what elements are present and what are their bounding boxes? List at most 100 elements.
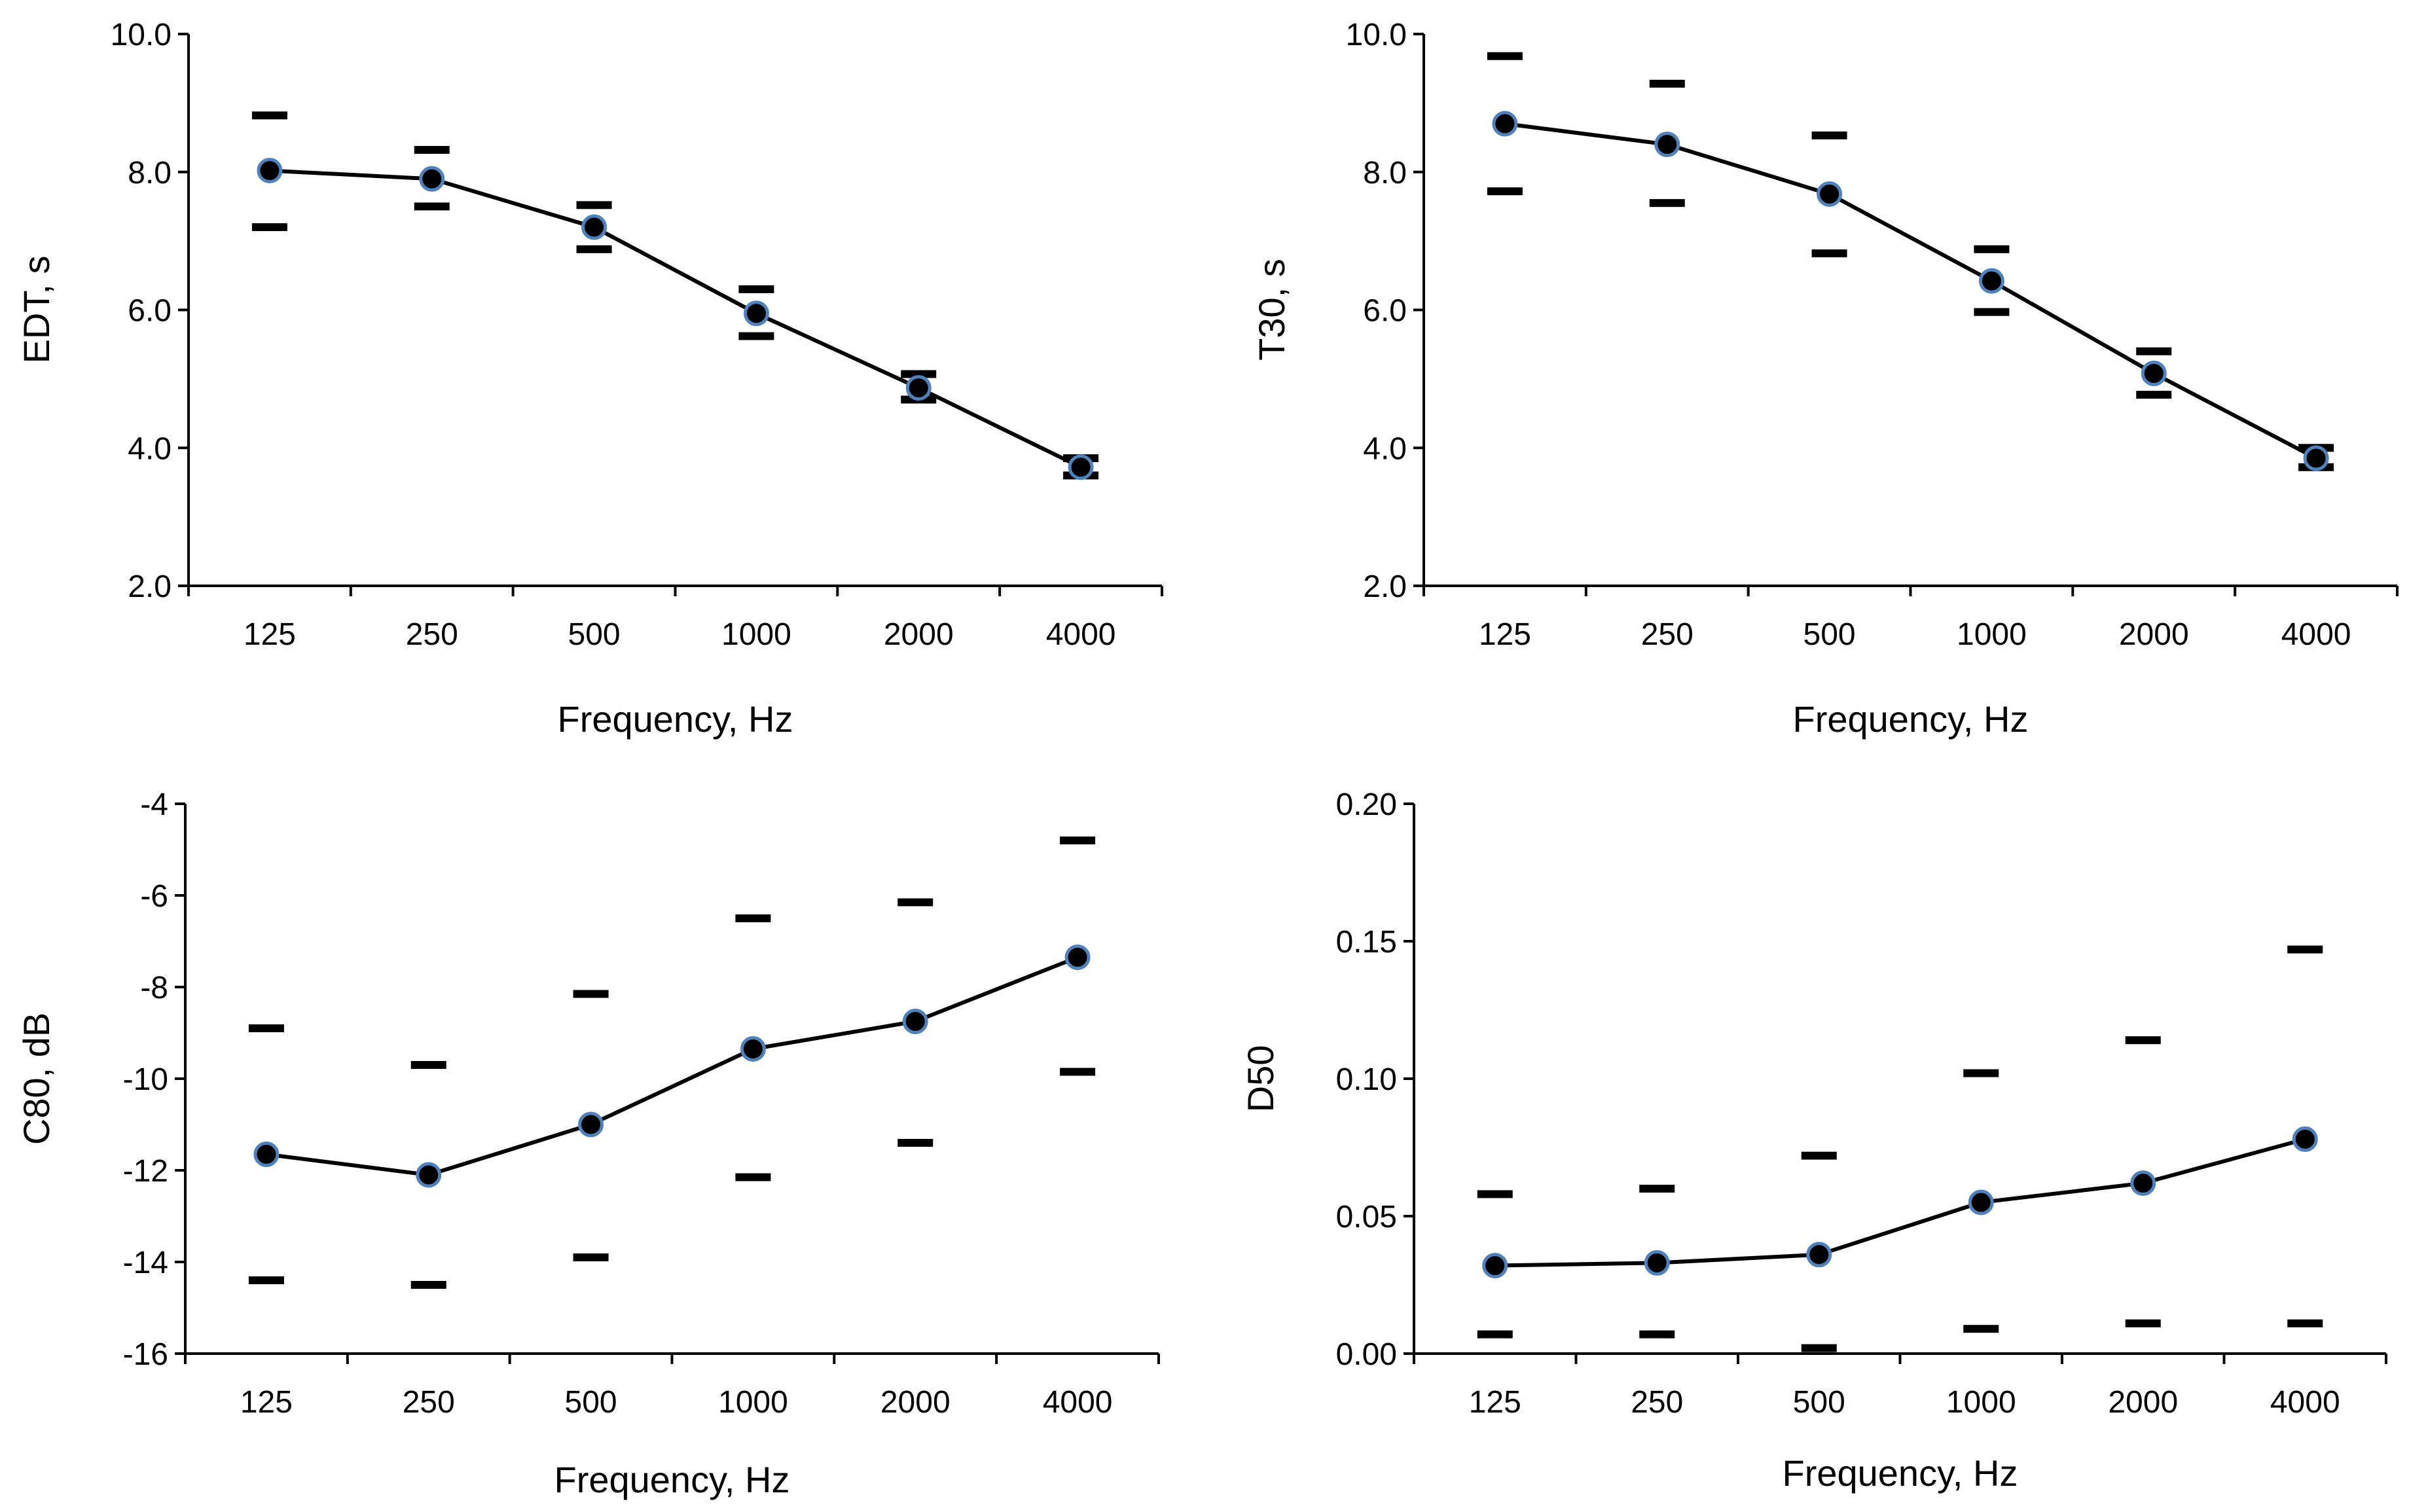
- range-min-marker: [576, 245, 612, 253]
- y-tick-label: 0.20: [1336, 787, 1397, 822]
- y-axis-title: T30, s: [1251, 259, 1292, 361]
- y-tick-label: -6: [140, 879, 168, 914]
- chart-edt: 2.0 4.0 6.0 8.0 10.0 125 250 500 1000 2000 4000 Fre…: [16, 18, 1163, 740]
- y-tick-label: 2.0: [1363, 569, 1407, 604]
- range-min-marker: [410, 1281, 446, 1289]
- range-max-marker: [897, 898, 933, 907]
- y-tick-label: -14: [123, 1246, 168, 1280]
- data-point: [1644, 1250, 1670, 1276]
- y-tick-label: -10: [123, 1062, 168, 1097]
- data-point: [1482, 1253, 1508, 1279]
- x-tick-label: 500: [1803, 617, 1856, 652]
- data-point: [905, 375, 932, 401]
- range-max-marker: [901, 370, 937, 378]
- x-axis-title: Frequency, Hz: [1783, 1452, 2018, 1494]
- range-max-marker: [735, 914, 771, 922]
- data-point: [2303, 445, 2329, 471]
- data-point: [1492, 111, 1518, 137]
- x-axis-title: Frequency, Hz: [558, 698, 793, 740]
- range-max-marker: [576, 201, 612, 209]
- x-tick-label: 250: [1631, 1385, 1683, 1420]
- range-max-marker: [738, 285, 774, 293]
- chart-d50: 0.00 0.05 0.10 0.15 0.20 125 250 500 1000 2000 400…: [1240, 787, 2387, 1494]
- range-max-marker: [410, 1061, 446, 1069]
- x-tick-label: 125: [1479, 617, 1531, 652]
- range-max-marker: [1477, 1190, 1513, 1198]
- range-max-marker: [1060, 837, 1096, 844]
- x-tick-label: 250: [406, 617, 458, 652]
- range-min-marker: [2125, 1319, 2161, 1327]
- data-point: [2130, 1170, 2156, 1197]
- y-axis-title: EDT, s: [16, 256, 57, 364]
- y-tick-label: -16: [123, 1337, 168, 1372]
- x-tick-label: 1000: [718, 1385, 788, 1420]
- data-point: [743, 300, 769, 327]
- range-min-marker: [738, 332, 774, 340]
- data-point: [1978, 268, 2004, 294]
- y-tick-label: -8: [140, 971, 168, 1005]
- y-tick-label: 10.0: [1346, 18, 1407, 52]
- series-line: [1494, 1137, 2306, 1268]
- range-min-marker: [2136, 391, 2172, 399]
- range-max-marker: [1963, 1069, 1999, 1077]
- y-tick-label: 4.0: [1363, 431, 1407, 466]
- range-min-marker: [897, 1139, 933, 1147]
- range-min-marker: [1477, 1330, 1513, 1339]
- range-max-marker: [2287, 945, 2323, 954]
- y-tick-label: 8.0: [128, 156, 172, 190]
- data-point: [581, 214, 607, 240]
- x-tick-label: 4000: [1046, 617, 1116, 652]
- y-tick-label: 6.0: [128, 294, 172, 329]
- y-axis-title: C80, dB: [16, 1013, 57, 1145]
- x-tick-label: 2000: [2119, 617, 2189, 652]
- range-max-marker: [414, 146, 450, 154]
- data-point: [1968, 1189, 1994, 1215]
- y-axis-title: D50: [1240, 1045, 1281, 1113]
- y-tick-label: -4: [140, 787, 168, 822]
- x-tick-label: 1000: [1957, 617, 2027, 652]
- x-tick-label: 125: [1469, 1385, 1521, 1420]
- range-min-marker: [1649, 199, 1685, 207]
- range-max-marker: [1649, 79, 1685, 88]
- range-min-marker: [1639, 1330, 1675, 1339]
- x-tick-label: 1000: [721, 617, 791, 652]
- range-max-marker: [251, 111, 287, 120]
- x-tick-label: 250: [1641, 617, 1694, 652]
- y-tick-label: -12: [123, 1154, 168, 1189]
- data-point: [1817, 181, 1843, 207]
- x-tick-label: 2000: [2108, 1385, 2178, 1420]
- x-tick-label: 500: [568, 617, 621, 652]
- y-tick-label: 8.0: [1363, 156, 1407, 190]
- data-point: [1068, 454, 1094, 480]
- range-min-marker: [1963, 1325, 1999, 1333]
- range-max-marker: [2136, 347, 2172, 355]
- x-tick-label: 4000: [2281, 617, 2351, 652]
- data-point: [253, 1142, 280, 1167]
- range-min-marker: [2287, 1319, 2323, 1327]
- y-tick-label: 0.00: [1336, 1337, 1397, 1372]
- range-max-marker: [1487, 52, 1523, 60]
- range-min-marker: [414, 202, 450, 211]
- data-point: [2292, 1126, 2318, 1152]
- x-tick-label: 125: [244, 617, 296, 652]
- range-min-marker: [1487, 187, 1523, 196]
- range-min-marker: [1060, 1068, 1096, 1076]
- data-point: [2141, 360, 2167, 386]
- range-max-marker: [1639, 1185, 1675, 1193]
- y-tick-label: 4.0: [128, 431, 172, 466]
- x-axis-title: Frequency, Hz: [1793, 698, 2029, 740]
- data-point: [416, 1162, 442, 1188]
- x-tick-label: 500: [565, 1385, 617, 1420]
- series-line: [1504, 122, 2317, 460]
- chart-t30: 2.0 4.0 6.0 8.0 10.0 125 250 500 1000 2000 4000 Fre…: [1251, 18, 2399, 740]
- y-tick-label: 0.05: [1336, 1200, 1397, 1234]
- data-point: [1654, 132, 1680, 158]
- range-max-marker: [248, 1024, 284, 1032]
- x-tick-label: 1000: [1946, 1385, 2016, 1420]
- series-line: [266, 955, 1079, 1178]
- data-point: [1806, 1242, 1832, 1268]
- series-line: [269, 168, 1082, 469]
- range-min-marker: [573, 1253, 609, 1261]
- range-min-marker: [1801, 1344, 1837, 1352]
